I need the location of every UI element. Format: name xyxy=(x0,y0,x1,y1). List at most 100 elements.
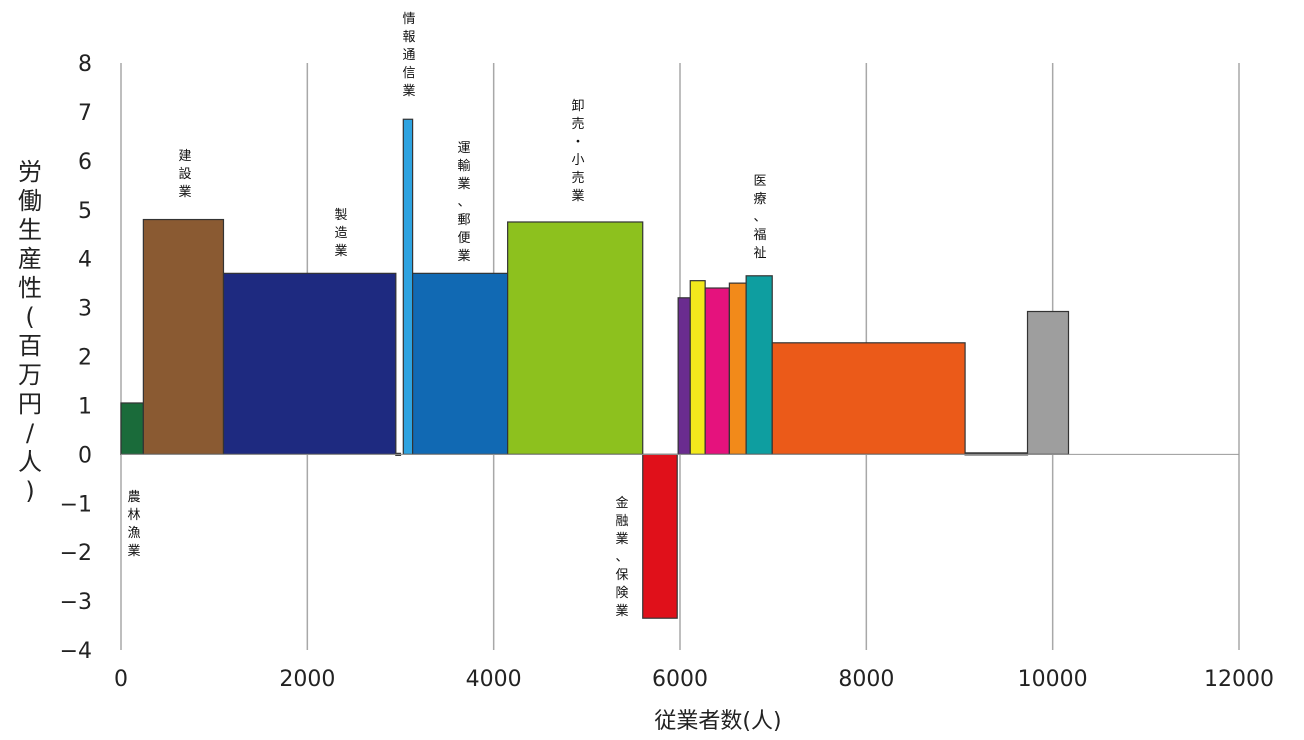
bars xyxy=(120,118,1070,619)
y-tick-label: 5 xyxy=(78,199,92,224)
category-label-char: ・ xyxy=(571,135,584,150)
bar xyxy=(642,453,678,619)
y-tick-label: 0 xyxy=(78,443,92,468)
x-tick-labels: 0 2000 4000 6000 8000 10000 12000 xyxy=(114,667,1274,692)
x-tick-label: 8000 xyxy=(838,667,894,692)
bar xyxy=(507,221,644,455)
x-tick-label: 12000 xyxy=(1204,667,1274,692)
y-label-char: / xyxy=(26,419,35,447)
y-label-char: 円 xyxy=(18,390,42,418)
category-label-char: 業 xyxy=(615,531,628,547)
category-label-char: 、 xyxy=(615,550,628,565)
category-label: 製造業 xyxy=(334,208,347,259)
category-label-char: 通 xyxy=(402,48,415,63)
x-axis-label: 従業者数(人) xyxy=(654,709,781,734)
category-label-char: 郵 xyxy=(457,213,470,228)
category-label-char: 祉 xyxy=(753,246,766,261)
y-tick-labels: 8 7 6 5 4 3 2 1 0 −1 −2 −3 −4 xyxy=(60,52,92,664)
y-label-char: ) xyxy=(25,477,34,505)
y-label-char: 働 xyxy=(18,187,42,215)
x-tick-label: 10000 xyxy=(1018,667,1088,692)
category-label-char: 保 xyxy=(615,568,628,583)
category-label-char: 信 xyxy=(402,66,415,81)
category-label-char: 報 xyxy=(402,30,415,45)
category-label: 建設業 xyxy=(178,149,191,200)
y-tick-label: −3 xyxy=(60,590,92,615)
category-label-char: 林 xyxy=(127,508,140,523)
y-label-char: 人 xyxy=(18,448,42,476)
y-label-char: 性 xyxy=(18,274,42,302)
bar xyxy=(689,280,706,455)
y-tick-label: 1 xyxy=(78,394,92,419)
category-label-char: 売 xyxy=(571,170,584,186)
category-label-char: 農 xyxy=(127,490,140,505)
bar xyxy=(771,342,966,455)
y-tick-label: 6 xyxy=(78,150,92,175)
bar xyxy=(402,118,414,455)
category-label-char: 、 xyxy=(753,210,766,225)
category-label-char: 金 xyxy=(615,495,628,511)
category-label: 運輸業、郵便業 xyxy=(457,141,470,264)
category-label-char: 融 xyxy=(615,514,628,529)
category-label-char: 輸 xyxy=(457,159,470,174)
category-label: 卸売・小売業 xyxy=(571,98,584,204)
y-label-char: ( xyxy=(25,303,34,331)
x-tick-label: 6000 xyxy=(652,667,708,692)
category-label-char: 業 xyxy=(127,543,140,559)
category-label-char: 業 xyxy=(334,243,347,259)
category-label-char: 療 xyxy=(753,192,766,207)
y-tick-label: 2 xyxy=(78,346,92,371)
y-tick-label: 7 xyxy=(78,101,92,126)
x-tick-label: 4000 xyxy=(466,667,522,692)
category-label-char: 業 xyxy=(571,188,584,204)
category-label-char: 設 xyxy=(178,166,191,182)
bar xyxy=(677,297,691,455)
y-label-char: 百 xyxy=(18,332,42,360)
category-label-char: 業 xyxy=(457,248,470,264)
y-label-char: 万 xyxy=(18,361,42,389)
category-label-char: 業 xyxy=(402,83,415,99)
category-label: 医療、福祉 xyxy=(753,174,766,261)
category-label-char: 卸 xyxy=(571,98,584,114)
category-label-char: 福 xyxy=(753,228,766,243)
bar xyxy=(1026,310,1070,455)
bar xyxy=(728,282,747,455)
y-tick-label: −4 xyxy=(60,639,92,664)
x-tick-label: 2000 xyxy=(279,667,335,692)
category-label-char: 運 xyxy=(457,141,470,156)
category-label-char: 険 xyxy=(615,586,628,601)
x-tick-label: 0 xyxy=(114,667,128,692)
bar xyxy=(120,402,144,455)
bar xyxy=(412,272,509,455)
category-label-char: 医 xyxy=(753,174,766,189)
bar xyxy=(222,272,397,455)
y-tick-label: 4 xyxy=(78,248,92,273)
category-label-char: 業 xyxy=(615,603,628,619)
y-tick-label: 3 xyxy=(78,297,92,322)
y-tick-label: 8 xyxy=(78,52,92,77)
category-label-char: 建 xyxy=(178,149,191,164)
bar xyxy=(745,275,773,455)
y-label-char: 産 xyxy=(18,245,42,273)
y-label-char: 生 xyxy=(18,216,42,244)
category-label-char: 小 xyxy=(571,153,584,168)
category-label-char: 、 xyxy=(457,195,470,210)
category-label-char: 売 xyxy=(571,116,584,132)
category-label-char: 業 xyxy=(178,184,191,200)
bar xyxy=(704,287,730,455)
category-label-char: 便 xyxy=(457,231,470,246)
category-label-char: 業 xyxy=(457,176,470,192)
category-label-char: 製 xyxy=(334,208,347,223)
y-tick-label: −2 xyxy=(60,541,92,566)
y-label-char: 労 xyxy=(18,158,42,186)
category-label-char: 造 xyxy=(334,226,347,241)
category-label-char: 情 xyxy=(402,12,415,27)
bar xyxy=(142,218,225,455)
y-tick-label: −1 xyxy=(60,492,92,517)
category-label-char: 漁 xyxy=(127,526,140,541)
category-label: 金融業、保険業 xyxy=(615,495,628,619)
